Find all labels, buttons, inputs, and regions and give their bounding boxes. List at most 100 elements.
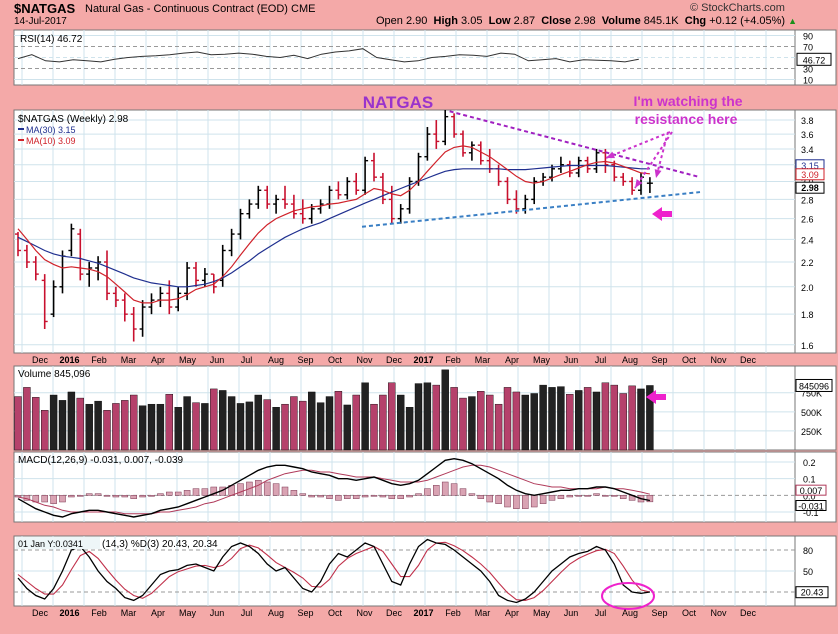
symbol-title: $NATGAS — [14, 1, 76, 16]
high-value: 3.05 — [461, 15, 483, 27]
volume-bar — [112, 403, 120, 451]
macd-histogram-bar — [174, 491, 182, 496]
volume-bar — [23, 387, 31, 451]
volume-bar — [94, 400, 102, 451]
chg-value: +0.12 (+4.05%) — [709, 15, 786, 27]
price-x-label: Jul — [595, 355, 607, 365]
highlight-circle — [601, 582, 655, 610]
price-x-label: Aug — [268, 355, 284, 365]
volume-bar — [290, 396, 298, 451]
macd-histogram-bar — [397, 495, 404, 499]
volume-bar — [521, 394, 529, 451]
macd-histogram-bar — [593, 493, 600, 496]
volume-bar — [263, 399, 271, 451]
volume-bar — [129, 394, 138, 451]
macd-histogram-bar — [575, 495, 582, 497]
volume-bar — [147, 403, 156, 451]
stoch-x-label: Apr — [505, 608, 519, 618]
volume-bar — [370, 403, 378, 451]
stoch-x-label: May — [179, 608, 197, 618]
price-legend-ma10: MA(10) 3.09 — [26, 136, 76, 146]
stoch-x-label: 2017 — [413, 608, 433, 618]
stoch-x-label: Nov — [356, 608, 373, 618]
volume-bar — [637, 388, 645, 451]
macd-histogram-bar — [237, 483, 244, 496]
volume-bar — [201, 403, 209, 451]
macd-histogram-bar — [548, 495, 556, 501]
macd-histogram-bar — [602, 495, 609, 497]
price-tick-label: 3.4 — [801, 145, 814, 155]
macd-histogram-bar — [388, 495, 396, 499]
macd-histogram-bar — [166, 491, 173, 496]
macd-histogram-bar — [50, 495, 57, 504]
volume-bar — [494, 403, 503, 451]
volume-bar — [41, 410, 49, 451]
price-x-label: Aug — [622, 355, 638, 365]
volume-value-box — [795, 378, 833, 392]
volume-bar — [628, 385, 636, 451]
stoch-x-label: Dec — [32, 608, 49, 618]
macd-histogram-bar — [183, 490, 191, 496]
open-label: Open — [376, 15, 403, 27]
volume-bar — [281, 403, 289, 451]
price-x-label: Nov — [710, 355, 727, 365]
macd-histogram-bar — [344, 495, 351, 499]
volume-bar — [557, 386, 565, 451]
volume-bar — [486, 394, 494, 451]
volume-bar — [174, 407, 182, 451]
volume-bar — [138, 405, 147, 451]
stoch-tick-label: 80 — [803, 546, 813, 556]
stoch-x-label: Oct — [682, 608, 697, 618]
macd-histogram-bar — [290, 490, 298, 496]
price-tick-label: 2.6 — [801, 215, 814, 225]
macd-histogram-bar — [326, 495, 333, 499]
macd-histogram-bar — [308, 495, 315, 498]
macd-histogram-bar — [68, 495, 75, 498]
volume-bar — [121, 400, 129, 451]
volume-bar — [352, 394, 360, 451]
macd-histogram-bar — [299, 493, 307, 496]
macd-panel — [13, 451, 796, 523]
price-legend-natgas: $NATGAS (Weekly) 2.98 — [18, 114, 129, 125]
contract-name: Natural Gas - Continuous Contract (EOD) … — [85, 3, 315, 15]
stoch-value-label: 20.43 — [801, 588, 824, 598]
volume-bar — [76, 397, 85, 451]
stoch-value-box — [795, 586, 829, 599]
volume-bar — [539, 384, 547, 451]
macd-histogram-bar — [504, 495, 511, 508]
volume-bar — [583, 387, 592, 451]
macd-tick-label: 0.1 — [803, 475, 816, 485]
chg-label: Chg — [684, 15, 707, 27]
stoch-title: (14,3) %D(3) 20.43, 20.34 — [102, 539, 218, 550]
price-x-label: 2017 — [413, 355, 433, 365]
macd-histogram-bar — [424, 488, 431, 496]
macd-value-label: -0.031 — [798, 502, 824, 512]
volume-bar — [192, 402, 200, 451]
macd-histogram-bar — [14, 495, 22, 498]
macd-histogram-bar — [619, 495, 627, 499]
stoch-x-label: Dec — [386, 608, 403, 618]
rsi-value-box — [796, 52, 832, 66]
macd-histogram-bar — [192, 488, 200, 496]
price-tick-label: 3.8 — [801, 116, 814, 126]
stoch-x-label: Nov — [710, 608, 727, 618]
rsi-tick-label: 70 — [803, 43, 813, 53]
macd-histogram-bar — [335, 495, 342, 501]
stoch-x-label: May — [533, 608, 551, 618]
price-x-label: Sep — [297, 355, 313, 365]
volume-value-label: 845096 — [799, 381, 829, 391]
macd-histogram-bar — [281, 486, 289, 496]
volume-bar — [236, 403, 245, 451]
macd-histogram-bar — [450, 483, 458, 496]
volume-bar — [450, 387, 458, 451]
stoch-d-line — [17, 541, 651, 601]
macd-histogram-bar — [59, 495, 66, 503]
annotation-arrowhead — [606, 151, 615, 159]
price-x-label: Jun — [210, 355, 225, 365]
stoch-x-label: Oct — [328, 608, 343, 618]
volume-bar — [610, 384, 618, 451]
stoch-x-label: Aug — [268, 608, 284, 618]
stoch-x-label: Sep — [651, 608, 667, 618]
volume-bar — [316, 402, 325, 451]
price-value-label: 2.98 — [801, 183, 819, 193]
